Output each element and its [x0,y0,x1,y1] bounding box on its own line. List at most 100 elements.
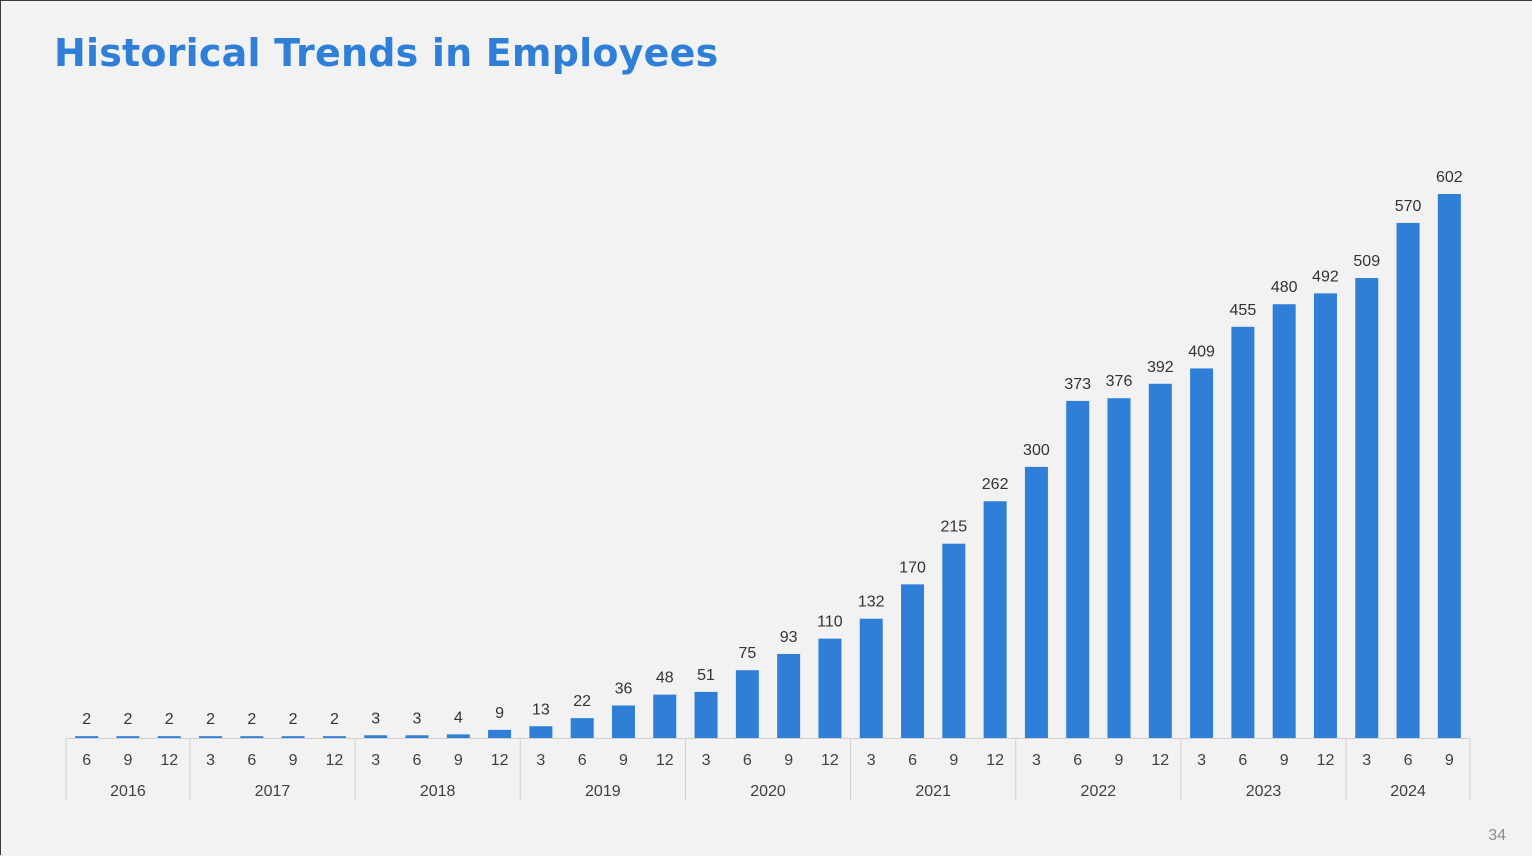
x-tick-label: 6 [908,752,917,769]
x-tick-label: 9 [1445,752,1454,769]
data-label: 93 [780,629,798,646]
bar [446,734,470,738]
bar [75,736,99,738]
bar [281,736,305,738]
bar [529,726,553,738]
bar [1024,466,1048,738]
data-label: 2 [165,711,174,728]
data-label: 373 [1064,376,1091,393]
bar [1190,368,1214,738]
x-tick-label: 6 [1073,752,1082,769]
data-label: 48 [656,670,674,687]
bar [942,543,966,738]
data-label: 215 [940,519,967,536]
year-label: 2017 [255,783,291,800]
data-label: 570 [1395,198,1422,215]
x-tick-label: 12 [821,752,839,769]
bar [983,501,1007,738]
year-label: 2024 [1390,783,1426,800]
x-tick-label: 3 [1362,752,1371,769]
data-label: 300 [1023,442,1050,459]
x-tick-label: 3 [206,752,215,769]
x-tick-label: 12 [1317,752,1335,769]
data-label: 2 [289,711,298,728]
data-label: 262 [982,476,1009,493]
data-label: 9 [495,705,504,722]
data-label: 409 [1188,343,1215,360]
bar [653,694,677,738]
bar [1066,400,1090,738]
slide-title: Historical Trends in Employees [54,31,719,75]
data-label: 36 [615,680,633,697]
x-tick-label: 9 [784,752,793,769]
data-label: 376 [1106,373,1133,390]
bar [364,735,388,738]
x-tick-label: 9 [123,752,132,769]
bar [1148,383,1172,738]
bar [901,584,925,738]
year-label: 2022 [1081,783,1117,800]
x-tick-label: 12 [986,752,1004,769]
data-label: 3 [371,710,380,727]
data-label: 2 [123,711,132,728]
x-tick-label: 12 [491,752,509,769]
x-tick-label: 12 [1151,752,1169,769]
x-tick-label: 6 [247,752,256,769]
data-label: 480 [1271,279,1298,296]
page-number: 34 [1488,827,1506,844]
year-label: 2023 [1246,783,1282,800]
bar [570,718,594,738]
x-tick-label: 3 [371,752,380,769]
x-tick-label: 9 [289,752,298,769]
bar [1272,304,1296,738]
data-label: 2 [330,711,339,728]
bar [488,729,512,738]
data-label: 455 [1230,302,1257,319]
year-label: 2018 [420,783,456,800]
data-label: 492 [1312,268,1339,285]
data-label: 22 [573,693,591,710]
x-tick-label: 6 [578,752,587,769]
bar [735,670,759,738]
bar [322,736,346,738]
x-tick-label: 3 [536,752,545,769]
x-tick-label: 9 [454,752,463,769]
bar [1437,194,1461,738]
data-label: 13 [532,701,550,718]
data-label: 110 [817,614,843,631]
x-tick-label: 9 [1115,752,1124,769]
bar [777,653,801,738]
bar [199,736,223,738]
bar [1355,278,1379,738]
data-label: 509 [1353,253,1380,270]
x-tick-label: 6 [1404,752,1413,769]
data-label: 4 [454,709,463,726]
x-tick-label: 12 [326,752,344,769]
bar [694,691,718,738]
data-label: 2 [247,711,256,728]
x-tick-label: 6 [743,752,752,769]
data-label: 75 [738,645,756,662]
x-tick-label: 9 [619,752,628,769]
data-label: 3 [413,710,422,727]
year-label: 2016 [110,783,146,800]
data-label: 602 [1436,169,1463,186]
bar [157,736,181,738]
x-tick-label: 3 [867,752,876,769]
bar [116,736,140,738]
bar [405,735,429,738]
data-label: 392 [1147,359,1174,376]
x-tick-label: 3 [1197,752,1206,769]
bar [1231,326,1255,738]
data-label: 2 [82,711,91,728]
year-label: 2019 [585,783,621,800]
x-tick-label: 12 [656,752,674,769]
data-label: 51 [697,667,715,684]
year-label: 2021 [915,783,951,800]
bar [859,618,883,738]
x-tick-label: 3 [1032,752,1041,769]
x-tick-label: 6 [413,752,422,769]
data-label: 170 [899,559,926,576]
